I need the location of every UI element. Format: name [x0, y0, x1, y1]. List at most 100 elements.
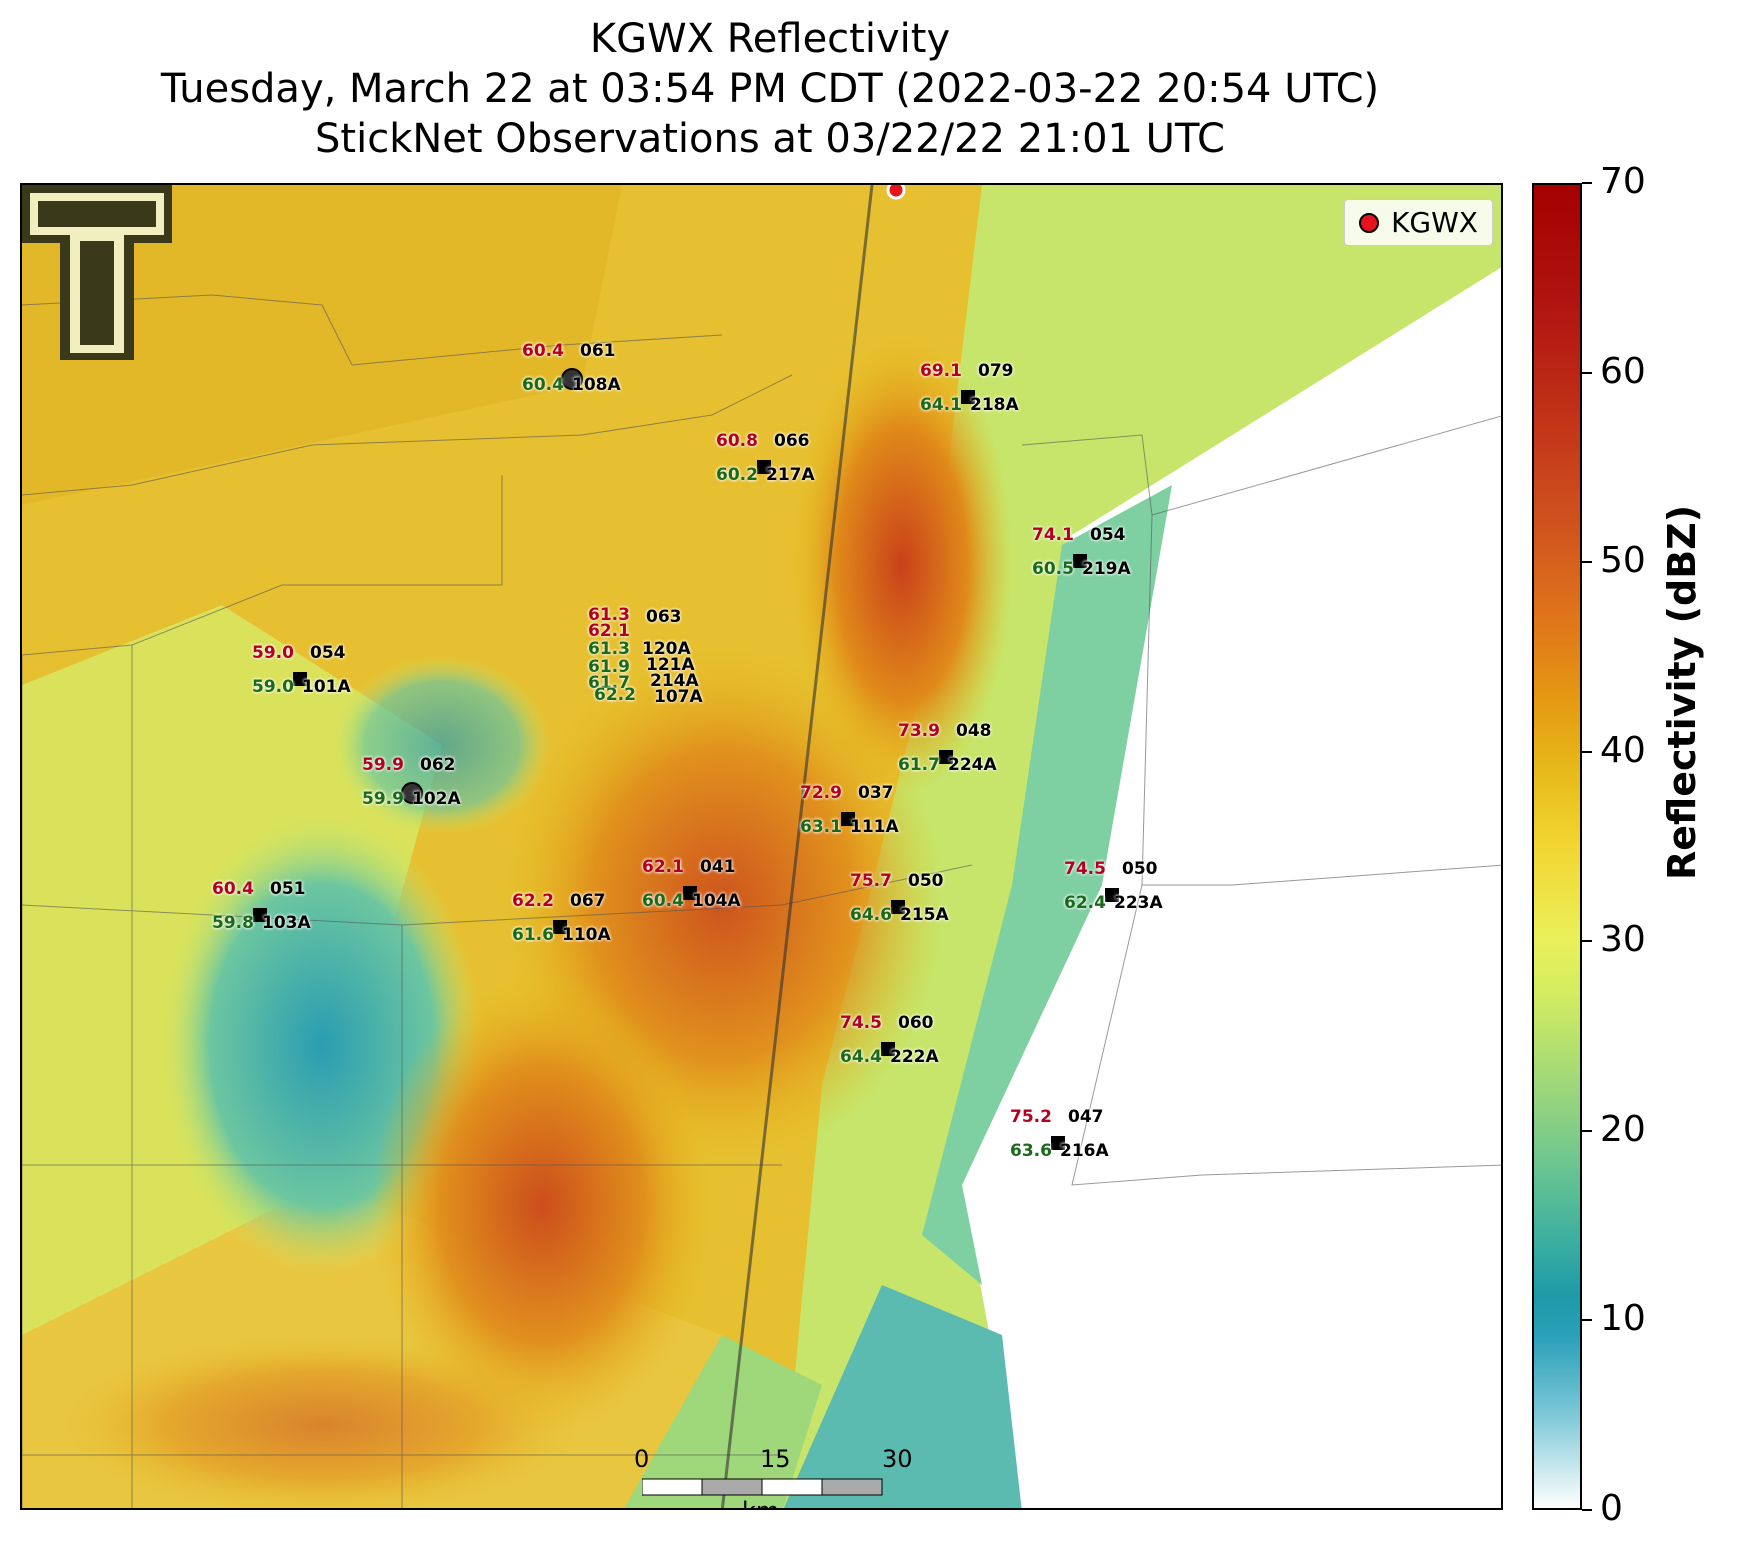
station-dewpoint: 64.4	[840, 1047, 882, 1067]
station-pressure: 066	[774, 431, 810, 451]
station-square-marker	[881, 1042, 895, 1056]
chart-subtitle-obs: StickNet Observations at 03/22/22 21:01 …	[315, 116, 1225, 162]
colorbar-tick-mark	[1582, 1319, 1592, 1322]
radar-map[interactable]: KGWX 60.4 061 60.4 108A 69.1 079 64.1 218A 60.8 0…	[20, 183, 1503, 1510]
station-square-marker	[841, 812, 855, 826]
station-pressure: 067	[570, 891, 606, 911]
station-id: 104A	[692, 891, 741, 911]
chart-subtitle-time: Tuesday, March 22 at 03:54 PM CDT (2022-…	[160, 66, 1380, 112]
station-id: 218A	[970, 395, 1019, 415]
colorbar-tick-label: 50	[1600, 540, 1646, 582]
station-square-marker	[961, 390, 975, 404]
colorbar-tick-mark	[1582, 940, 1592, 943]
colorbar-tick-label: 40	[1600, 729, 1646, 771]
station-pressure: 054	[1090, 525, 1126, 545]
station-dewpoint: 63.6	[1010, 1141, 1052, 1161]
cluster-dewpoint: 61.9	[588, 657, 630, 677]
station-square-marker	[1105, 888, 1119, 902]
texas-tech-logo-icon	[22, 185, 172, 360]
colorbar-tick-mark	[1582, 561, 1592, 564]
station-temperature: 73.9	[898, 721, 940, 741]
station-dewpoint: 62.4	[1064, 893, 1106, 913]
station-square-marker	[939, 750, 953, 764]
colorbar-tick-mark	[1582, 182, 1592, 184]
scale-tick-15: 15	[760, 1445, 791, 1473]
station-temperature: 74.5	[840, 1013, 882, 1033]
station-temperature: 59.9	[362, 755, 404, 775]
station-id: 103A	[262, 913, 311, 933]
station-dewpoint: 64.6	[850, 905, 892, 925]
scale-bar: 0 15 30 km	[634, 1445, 913, 1508]
colorbar-tick-mark	[1582, 750, 1592, 753]
colorbar-tick-mark	[1582, 1509, 1592, 1511]
station-id: 216A	[1060, 1141, 1109, 1161]
station-circle-marker	[561, 368, 583, 390]
station-temperature: 60.8	[716, 431, 758, 451]
station-temperature: 62.2	[512, 891, 554, 911]
station-square-marker	[891, 900, 905, 914]
cluster-station-id: 121A	[646, 655, 695, 675]
station-id: 219A	[1082, 559, 1131, 579]
station-temperature: 60.4	[212, 879, 254, 899]
cluster-dewpoint: 61.7	[588, 673, 630, 693]
legend-label: KGWX	[1391, 206, 1478, 239]
colorbar-tick-label: 20	[1600, 1108, 1646, 1150]
station-temperature: 62.1	[642, 857, 684, 877]
cluster-station-id: 120A	[642, 639, 691, 659]
colorbar-tick-label: 60	[1600, 350, 1646, 392]
station-dewpoint: 60.5	[1032, 559, 1074, 579]
station-pressure: 060	[898, 1013, 934, 1033]
station-id: 101A	[302, 677, 351, 697]
station-temperature: 72.9	[800, 783, 842, 803]
station-dewpoint: 61.7	[898, 755, 940, 775]
station-circle-marker	[401, 782, 423, 804]
cluster-temperature: 62.1	[588, 621, 630, 641]
station-temperature: 69.1	[920, 361, 962, 381]
station-dewpoint: 59.9	[362, 789, 404, 809]
station-temperature: 60.4	[522, 341, 564, 361]
scale-unit: km	[742, 1497, 779, 1508]
cluster-station-id: 214A	[650, 671, 699, 691]
cluster-dewpoint: 62.2	[594, 685, 636, 705]
colorbar-tick-mark	[1582, 371, 1592, 374]
map-legend: KGWX	[1344, 199, 1493, 246]
station-pressure: 050	[908, 871, 944, 891]
cluster-temperature: 61.3	[588, 605, 630, 625]
station-pressure: 048	[956, 721, 992, 741]
station-temperature: 75.7	[850, 871, 892, 891]
scale-tick-30: 30	[882, 1445, 913, 1473]
colorbar-tick-label: 10	[1600, 1298, 1646, 1340]
radar-site-legend-dot	[1359, 212, 1380, 233]
station-square-marker	[293, 672, 307, 686]
scale-tick-0: 0	[634, 1445, 650, 1473]
station-dewpoint: 61.6	[512, 925, 554, 945]
station-dewpoint: 60.4	[642, 891, 684, 911]
station-square-marker	[1051, 1136, 1065, 1150]
station-id: 102A	[412, 789, 461, 809]
station-temperature: 74.5	[1064, 859, 1106, 879]
station-square-marker	[253, 908, 267, 922]
radar-site-marker	[886, 185, 906, 200]
colorbar-tick-label: 30	[1600, 919, 1646, 961]
station-pressure: 037	[858, 783, 894, 803]
station-id: 215A	[900, 905, 949, 925]
station-pressure: 050	[1122, 859, 1158, 879]
station-id: 223A	[1114, 893, 1163, 913]
radar-reflectivity-field	[22, 185, 1501, 1508]
station-temperature: 75.2	[1010, 1107, 1052, 1127]
station-id: 224A	[948, 755, 997, 775]
chart-title: KGWX Reflectivity	[589, 16, 951, 62]
station-dewpoint: 59.0	[252, 677, 294, 697]
cluster-dewpoint: 61.3	[588, 639, 630, 659]
station-dewpoint: 64.1	[920, 395, 962, 415]
station-square-marker	[1073, 554, 1087, 568]
station-temperature: 59.0	[252, 643, 294, 663]
station-id: 108A	[572, 375, 621, 395]
cluster-pressure: 063	[646, 607, 682, 627]
station-pressure: 051	[270, 879, 306, 899]
station-id: 111A	[850, 817, 899, 837]
station-pressure: 041	[700, 857, 736, 877]
station-square-marker	[757, 460, 771, 474]
station-id: 217A	[766, 465, 815, 485]
colorbar	[1532, 183, 1582, 1510]
